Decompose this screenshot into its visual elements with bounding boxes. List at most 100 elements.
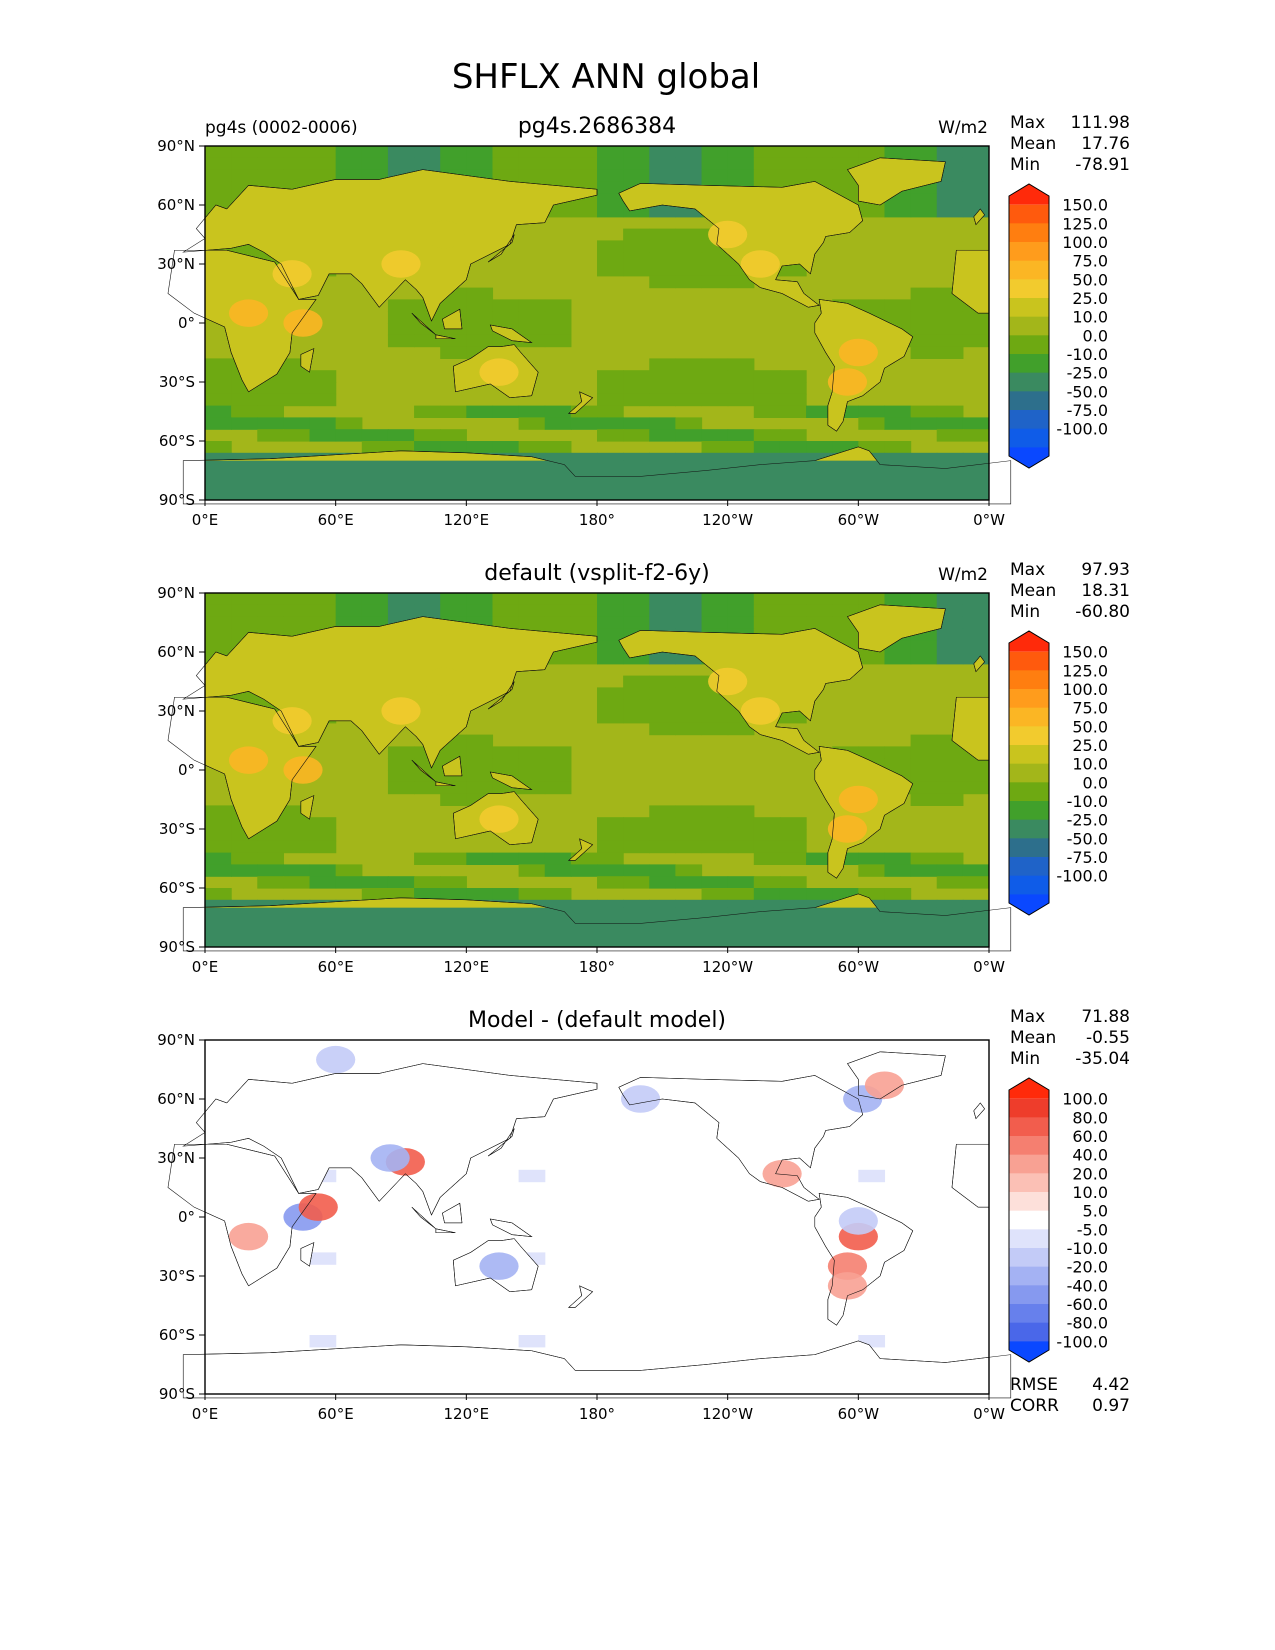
stat-label: Max — [1010, 1007, 1045, 1027]
map-panel-1: 0°E 60°E 120°E 180° 120°W 60°W 0°W 90°N 60°N 30°N… — [157, 113, 1130, 529]
x-tick-label: 120°W — [702, 511, 753, 529]
stat-value: 17.76 — [1081, 134, 1130, 154]
y-tick-label: 30°S — [159, 1267, 195, 1285]
x-tick-label: 180° — [579, 958, 615, 976]
colorbar-segment — [1009, 335, 1049, 355]
colorbar-label: 80.0 — [1072, 1108, 1108, 1127]
field-patch — [228, 746, 269, 774]
field-patch — [381, 250, 421, 278]
field-patch — [228, 299, 269, 327]
stat-value: -0.55 — [1086, 1028, 1130, 1048]
stat-label: Mean — [1010, 1028, 1056, 1048]
land-patches — [205, 220, 989, 500]
x-tick-label: 120°W — [702, 958, 753, 976]
colorbar-segment — [1009, 1173, 1049, 1193]
field-patch — [370, 1144, 410, 1172]
y-tick-label: 30°S — [159, 820, 195, 838]
colorbar-label: -50.0 — [1067, 382, 1108, 401]
land-patches — [228, 1045, 905, 1300]
colorbar-segment — [1009, 242, 1049, 262]
colorbar-label: 60.0 — [1072, 1127, 1108, 1146]
field-patch — [708, 667, 748, 696]
colorbar-segment — [1009, 1192, 1049, 1212]
colorbar-segment — [1009, 410, 1049, 430]
field-patch — [479, 805, 519, 833]
stat-label: Min — [1010, 155, 1040, 175]
panel-title: pg4s.2686384 — [518, 114, 676, 139]
stat-value: 18.31 — [1081, 581, 1130, 601]
colorbar-label: 125.0 — [1062, 661, 1108, 680]
x-tick-label: 120°W — [702, 1405, 753, 1423]
colorbar-label: -80.0 — [1067, 1314, 1108, 1333]
x-tick-label: 60°E — [318, 958, 354, 976]
field-patch — [827, 1272, 868, 1300]
field-patch — [228, 1222, 269, 1251]
colorbar-label: -25.0 — [1067, 811, 1108, 830]
colorbar-label: -25.0 — [1067, 364, 1108, 383]
x-tick-label: 0°W — [973, 511, 1005, 529]
colorbar-label: 10.0 — [1072, 755, 1108, 774]
colorbar-segment — [1009, 651, 1049, 671]
antarctic-field — [205, 460, 989, 500]
stat-label: Max — [1010, 113, 1045, 133]
x-tick-label: 0°E — [192, 958, 219, 976]
colorbar-label: 75.0 — [1072, 252, 1108, 271]
x-tick-label: 0°W — [973, 958, 1005, 976]
colorbar-label: -10.0 — [1067, 792, 1108, 811]
colorbar-segment — [1009, 763, 1049, 783]
stat-label: Max — [1010, 560, 1045, 580]
field-patch — [479, 1252, 519, 1280]
colorbar-label: -10.0 — [1067, 345, 1108, 364]
field-patch — [272, 260, 312, 288]
extra-stat-value: 0.97 — [1092, 1396, 1130, 1416]
y-tick-label: 90°S — [159, 491, 195, 509]
colorbar-label: 100.0 — [1062, 1090, 1108, 1109]
y-tick-label: 60°N — [157, 643, 195, 661]
colorbar-label: 0.0 — [1083, 773, 1108, 792]
colorbar-segment — [1009, 1304, 1049, 1324]
colorbar-segment — [1009, 298, 1049, 318]
x-tick-label: 0°E — [192, 511, 219, 529]
colorbar-segment — [1009, 428, 1049, 448]
y-tick-label: 90°N — [157, 1031, 195, 1049]
y-tick-label: 0° — [178, 1208, 195, 1226]
y-tick-label: 90°N — [157, 137, 195, 155]
field-patch — [381, 697, 421, 725]
stat-value: 97.93 — [1081, 560, 1130, 580]
colorbar-segment — [1009, 1136, 1049, 1156]
stat-value: -78.91 — [1075, 155, 1130, 175]
panel-title: default (vsplit-f2-6y) — [484, 561, 710, 586]
colorbar-label: 150.0 — [1062, 196, 1108, 215]
land-patches — [205, 667, 989, 947]
y-tick-label: 60°S — [159, 1326, 195, 1344]
stat-label: Mean — [1010, 134, 1056, 154]
field-patch — [708, 220, 748, 249]
colorbar-segment — [1009, 745, 1049, 765]
colorbar-segment — [1009, 819, 1049, 839]
field-patch — [827, 1252, 868, 1280]
colorbar-label: 25.0 — [1072, 736, 1108, 755]
field-patch — [424, 667, 465, 696]
x-tick-label: 180° — [579, 511, 615, 529]
colorbar-label: -20.0 — [1067, 1258, 1108, 1277]
colorbar-outline — [1008, 183, 1050, 469]
colorbar-segment — [1009, 372, 1049, 392]
colorbar-label: 10.0 — [1072, 1183, 1108, 1202]
colorbar-segment — [1009, 670, 1049, 690]
y-tick-label: 60°S — [159, 879, 195, 897]
y-tick-label: 30°N — [157, 255, 195, 273]
colorbar-outline — [1008, 630, 1050, 916]
colorbar-segment — [1009, 894, 1049, 915]
panel-title: Model - (default model) — [468, 1008, 726, 1033]
x-tick-label: 120°E — [444, 958, 490, 976]
panel-left-title: pg4s (0002-0006) — [205, 118, 358, 138]
colorbar-segment — [1009, 1154, 1049, 1174]
stat-value: 111.98 — [1071, 113, 1130, 133]
field-patch — [298, 1193, 338, 1221]
colorbar-segment — [1009, 1266, 1049, 1286]
stat-label: Min — [1010, 602, 1040, 622]
colorbar-segment — [1009, 447, 1049, 468]
y-tick-label: 60°N — [157, 1090, 195, 1108]
colorbar-label: 100.0 — [1062, 680, 1108, 699]
